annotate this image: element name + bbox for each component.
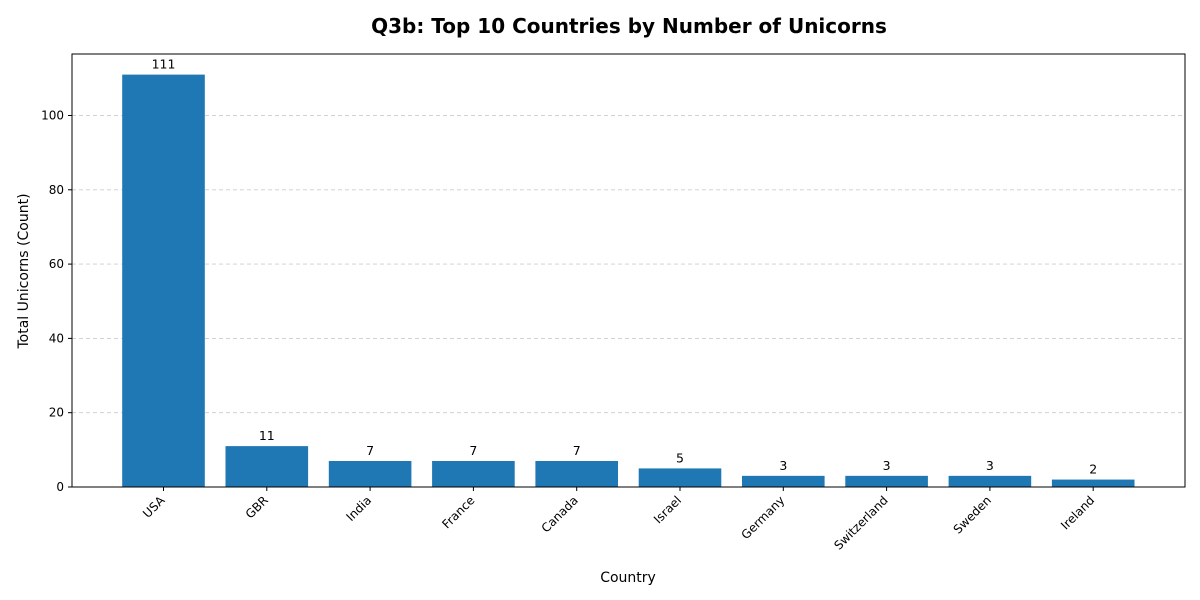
data-label-usa: 111 [152,57,176,72]
bar-france [432,460,515,487]
bar-india [328,460,412,487]
y-tick-label: 100 [41,108,64,122]
bar-ireland [1051,479,1135,487]
data-label-sweden: 3 [986,458,994,473]
x-tick-label-israel: Israel [651,493,684,526]
chart-title: Q3b: Top 10 Countries by Number of Unico… [371,14,887,38]
x-axis-ticks: USA GBR India France Canada Israel Germany Swit… [140,487,1097,553]
x-tick-label-france: France [439,493,477,531]
y-tick-label: 0 [56,480,64,494]
x-tick-label-switzerland: Switzerland [831,493,890,552]
bar-gbr [225,446,309,487]
data-label-germany: 3 [779,458,787,473]
data-label-switzerland: 3 [883,458,891,473]
bar-switzerland [845,475,928,487]
grid-lines [72,115,1185,414]
y-tick-label: 60 [49,257,64,271]
y-tick-label: 80 [49,183,64,197]
x-tick-label-usa: USA [140,493,168,521]
data-label-gbr: 11 [259,428,275,443]
x-tick-label-sweden: Sweden [951,493,994,536]
x-axis-label: Country [600,570,656,586]
data-label-france: 7 [469,443,477,458]
bars [122,74,1135,487]
bar-germany [742,475,825,487]
y-axis-label: Total Unicorns (Count) [16,193,32,349]
data-label-ireland: 2 [1089,462,1097,477]
bar-usa [122,74,205,487]
bar-canada [535,460,618,487]
bar-sweden [948,475,1032,487]
y-tick-label: 40 [49,331,64,345]
x-tick-label-ireland: Ireland [1058,493,1097,532]
x-tick-label-gbr: GBR [243,493,271,521]
x-tick-label-canada: Canada [539,493,581,535]
bar-israel [638,468,722,487]
y-tick-label: 20 [49,406,64,420]
data-label-israel: 5 [676,450,684,465]
data-label-india: 7 [366,443,374,458]
x-tick-label-germany: Germany [739,493,788,542]
y-axis-ticks: 0 20 40 60 80 100 [41,108,72,494]
data-label-canada: 7 [573,443,581,458]
x-tick-label-india: India [343,493,374,524]
plot-frame [71,53,1186,488]
